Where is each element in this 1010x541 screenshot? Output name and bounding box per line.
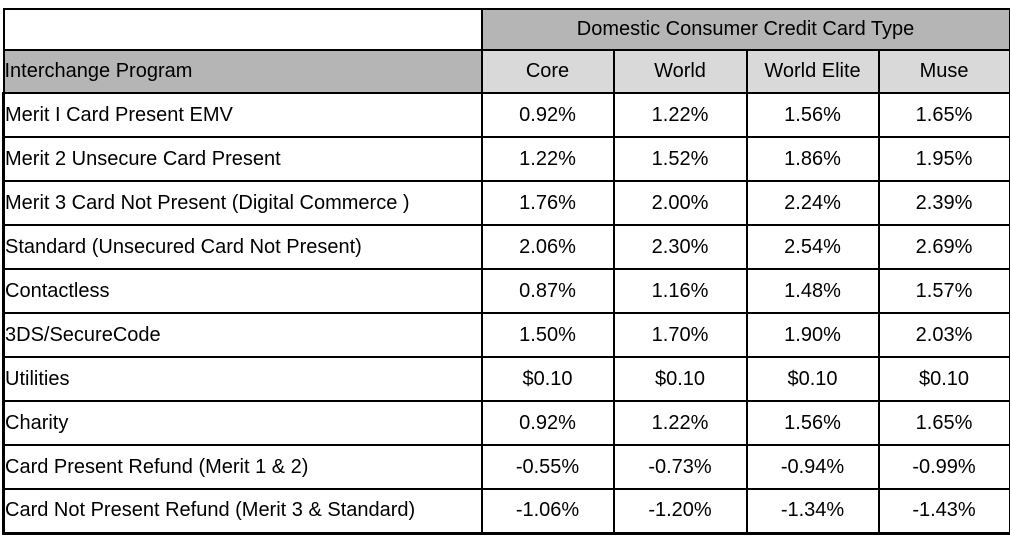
rate-cell: -1.34% <box>745 488 880 535</box>
rate-cell: -0.94% <box>745 444 880 490</box>
rate-cell: 1.57% <box>877 268 1010 314</box>
table-row: Contactless 0.87% 1.16% 1.48% 1.57% <box>2 268 1010 314</box>
rate-cell: 2.06% <box>480 224 615 270</box>
table-title: Domestic Consumer Credit Card Type <box>480 8 1010 51</box>
rate-cell: 1.48% <box>745 268 880 314</box>
rate-cell: 2.39% <box>877 180 1010 226</box>
program-label: Standard (Unsecured Card Not Present) <box>2 224 483 270</box>
empty-corner-cell <box>2 8 483 51</box>
rate-cell: 0.92% <box>480 400 615 446</box>
rate-cell: 2.03% <box>877 312 1010 358</box>
table-row: Standard (Unsecured Card Not Present) 2.… <box>2 224 1010 270</box>
rate-cell: 1.22% <box>612 400 748 446</box>
rate-cell: 1.65% <box>877 400 1010 446</box>
column-header-world-elite: World Elite <box>745 49 880 94</box>
program-label: Contactless <box>2 268 483 314</box>
program-label: Merit I Card Present EMV <box>2 92 483 138</box>
rate-cell: -0.55% <box>480 444 615 490</box>
rate-cell: 1.52% <box>612 136 748 182</box>
rate-cell: $0.10 <box>612 356 748 402</box>
rate-cell: 1.16% <box>612 268 748 314</box>
rate-cell: 1.22% <box>612 92 748 138</box>
rate-cell: 1.56% <box>745 400 880 446</box>
rate-cell: 2.54% <box>745 224 880 270</box>
rate-cell: 2.69% <box>877 224 1010 270</box>
rate-cell: -0.73% <box>612 444 748 490</box>
rate-cell: 1.22% <box>480 136 615 182</box>
rate-cell: -1.43% <box>877 488 1010 535</box>
table-row: Card Present Refund (Merit 1 & 2) -0.55%… <box>2 444 1010 490</box>
rate-cell: $0.10 <box>877 356 1010 402</box>
program-label: Merit 2 Unsecure Card Present <box>2 136 483 182</box>
column-header-core: Core <box>480 49 615 94</box>
table-row: Charity 0.92% 1.22% 1.56% 1.65% <box>2 400 1010 446</box>
program-label: 3DS/SecureCode <box>2 312 483 358</box>
rate-cell: $0.10 <box>480 356 615 402</box>
rate-cell: $0.10 <box>745 356 880 402</box>
rate-cell: 1.90% <box>745 312 880 358</box>
table-row: Merit 3 Card Not Present (Digital Commer… <box>2 180 1010 226</box>
rate-cell: -0.99% <box>877 444 1010 490</box>
column-header-muse: Muse <box>877 49 1010 94</box>
rate-cell: 1.70% <box>612 312 748 358</box>
rate-cell: 2.30% <box>612 224 748 270</box>
table-row: Merit 2 Unsecure Card Present 1.22% 1.52… <box>2 136 1010 182</box>
program-label: Merit 3 Card Not Present (Digital Commer… <box>2 180 483 226</box>
rate-cell: 1.65% <box>877 92 1010 138</box>
rate-cell: 1.76% <box>480 180 615 226</box>
table-row: Merit I Card Present EMV 0.92% 1.22% 1.5… <box>2 92 1010 138</box>
column-header-world: World <box>612 49 748 94</box>
program-column-header: Interchange Program <box>2 49 483 94</box>
table-row: 3DS/SecureCode 1.50% 1.70% 1.90% 2.03% <box>2 312 1010 358</box>
table-title-row: Domestic Consumer Credit Card Type <box>2 8 1010 51</box>
rate-cell: -1.06% <box>480 488 615 535</box>
program-label: Card Present Refund (Merit 1 & 2) <box>2 444 483 490</box>
program-label: Card Not Present Refund (Merit 3 & Stand… <box>2 488 483 535</box>
rate-cell: 1.56% <box>745 92 880 138</box>
rate-cell: 0.92% <box>480 92 615 138</box>
rate-cell: 2.24% <box>745 180 880 226</box>
rate-cell: 2.00% <box>612 180 748 226</box>
table-row: Card Not Present Refund (Merit 3 & Stand… <box>2 488 1010 535</box>
interchange-rate-table: Domestic Consumer Credit Card Type Inter… <box>2 8 1010 535</box>
table-row: Utilities $0.10 $0.10 $0.10 $0.10 <box>2 356 1010 402</box>
rate-cell: 1.95% <box>877 136 1010 182</box>
rate-cell: 0.87% <box>480 268 615 314</box>
rate-cell: -1.20% <box>612 488 748 535</box>
program-label: Utilities <box>2 356 483 402</box>
column-header-row: Interchange Program Core World World Eli… <box>2 49 1010 94</box>
program-label: Charity <box>2 400 483 446</box>
rate-cell: 1.50% <box>480 312 615 358</box>
rate-cell: 1.86% <box>745 136 880 182</box>
